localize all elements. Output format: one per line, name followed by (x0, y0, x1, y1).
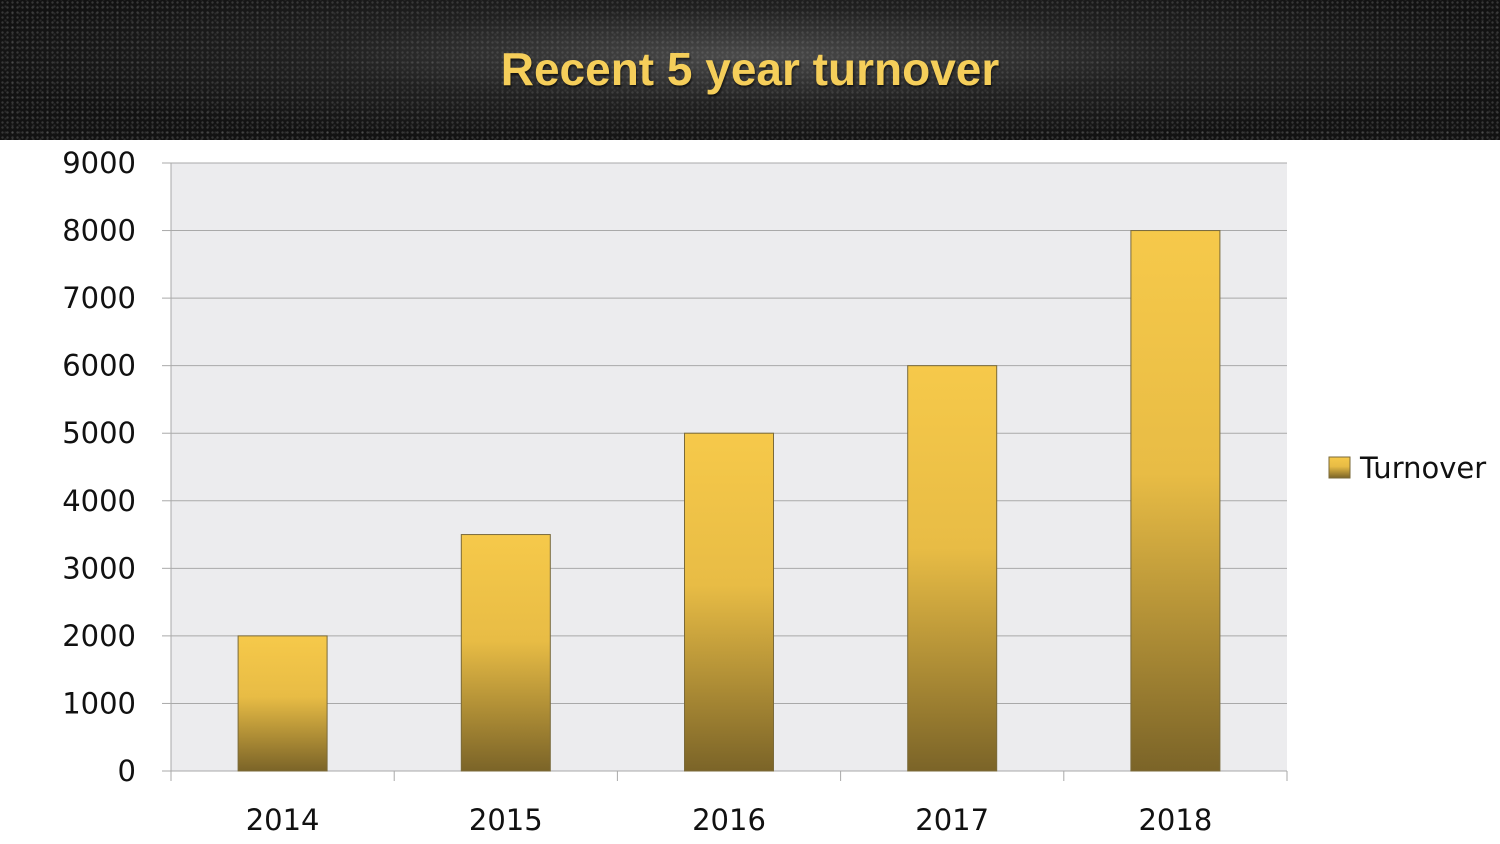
x-tick-label: 2015 (469, 803, 543, 837)
bars (237, 230, 1221, 772)
y-tick-label: 5000 (62, 416, 136, 450)
y-tick-label: 7000 (62, 281, 136, 315)
bar-2015 (460, 534, 551, 772)
x-tick-label: 2018 (1138, 803, 1212, 837)
y-tick-label: 1000 (62, 686, 136, 720)
y-tick-label: 8000 (62, 214, 136, 248)
y-tick-label: 6000 (62, 349, 136, 383)
y-tick-label: 0 (118, 754, 136, 788)
bar-2017 (907, 365, 998, 772)
x-tick-label: 2014 (246, 803, 320, 837)
y-tick-label: 9000 (62, 146, 136, 180)
legend: Turnover (1328, 451, 1486, 485)
chart-title: Recent 5 year turnover (500, 43, 1000, 95)
legend-swatch (1328, 456, 1351, 479)
y-tick-label: 2000 (62, 619, 136, 653)
y-axis-ticks: 0 1000 2000 3000 4000 5000 6000 7000 8000 9000 (62, 146, 136, 788)
bar-2018 (1130, 230, 1221, 772)
bar-2016 (684, 432, 774, 772)
bar-2014 (237, 635, 328, 772)
x-tick-label: 2016 (692, 803, 766, 837)
x-tick-label: 2017 (915, 803, 989, 837)
title-banner: Recent 5 year turnover (0, 0, 1500, 140)
y-tick-label: 3000 (62, 551, 136, 585)
legend-label: Turnover (1359, 451, 1486, 485)
x-axis-ticks: 2014 2015 2016 2017 2018 (246, 803, 1213, 837)
y-tick-label: 4000 (62, 484, 136, 518)
